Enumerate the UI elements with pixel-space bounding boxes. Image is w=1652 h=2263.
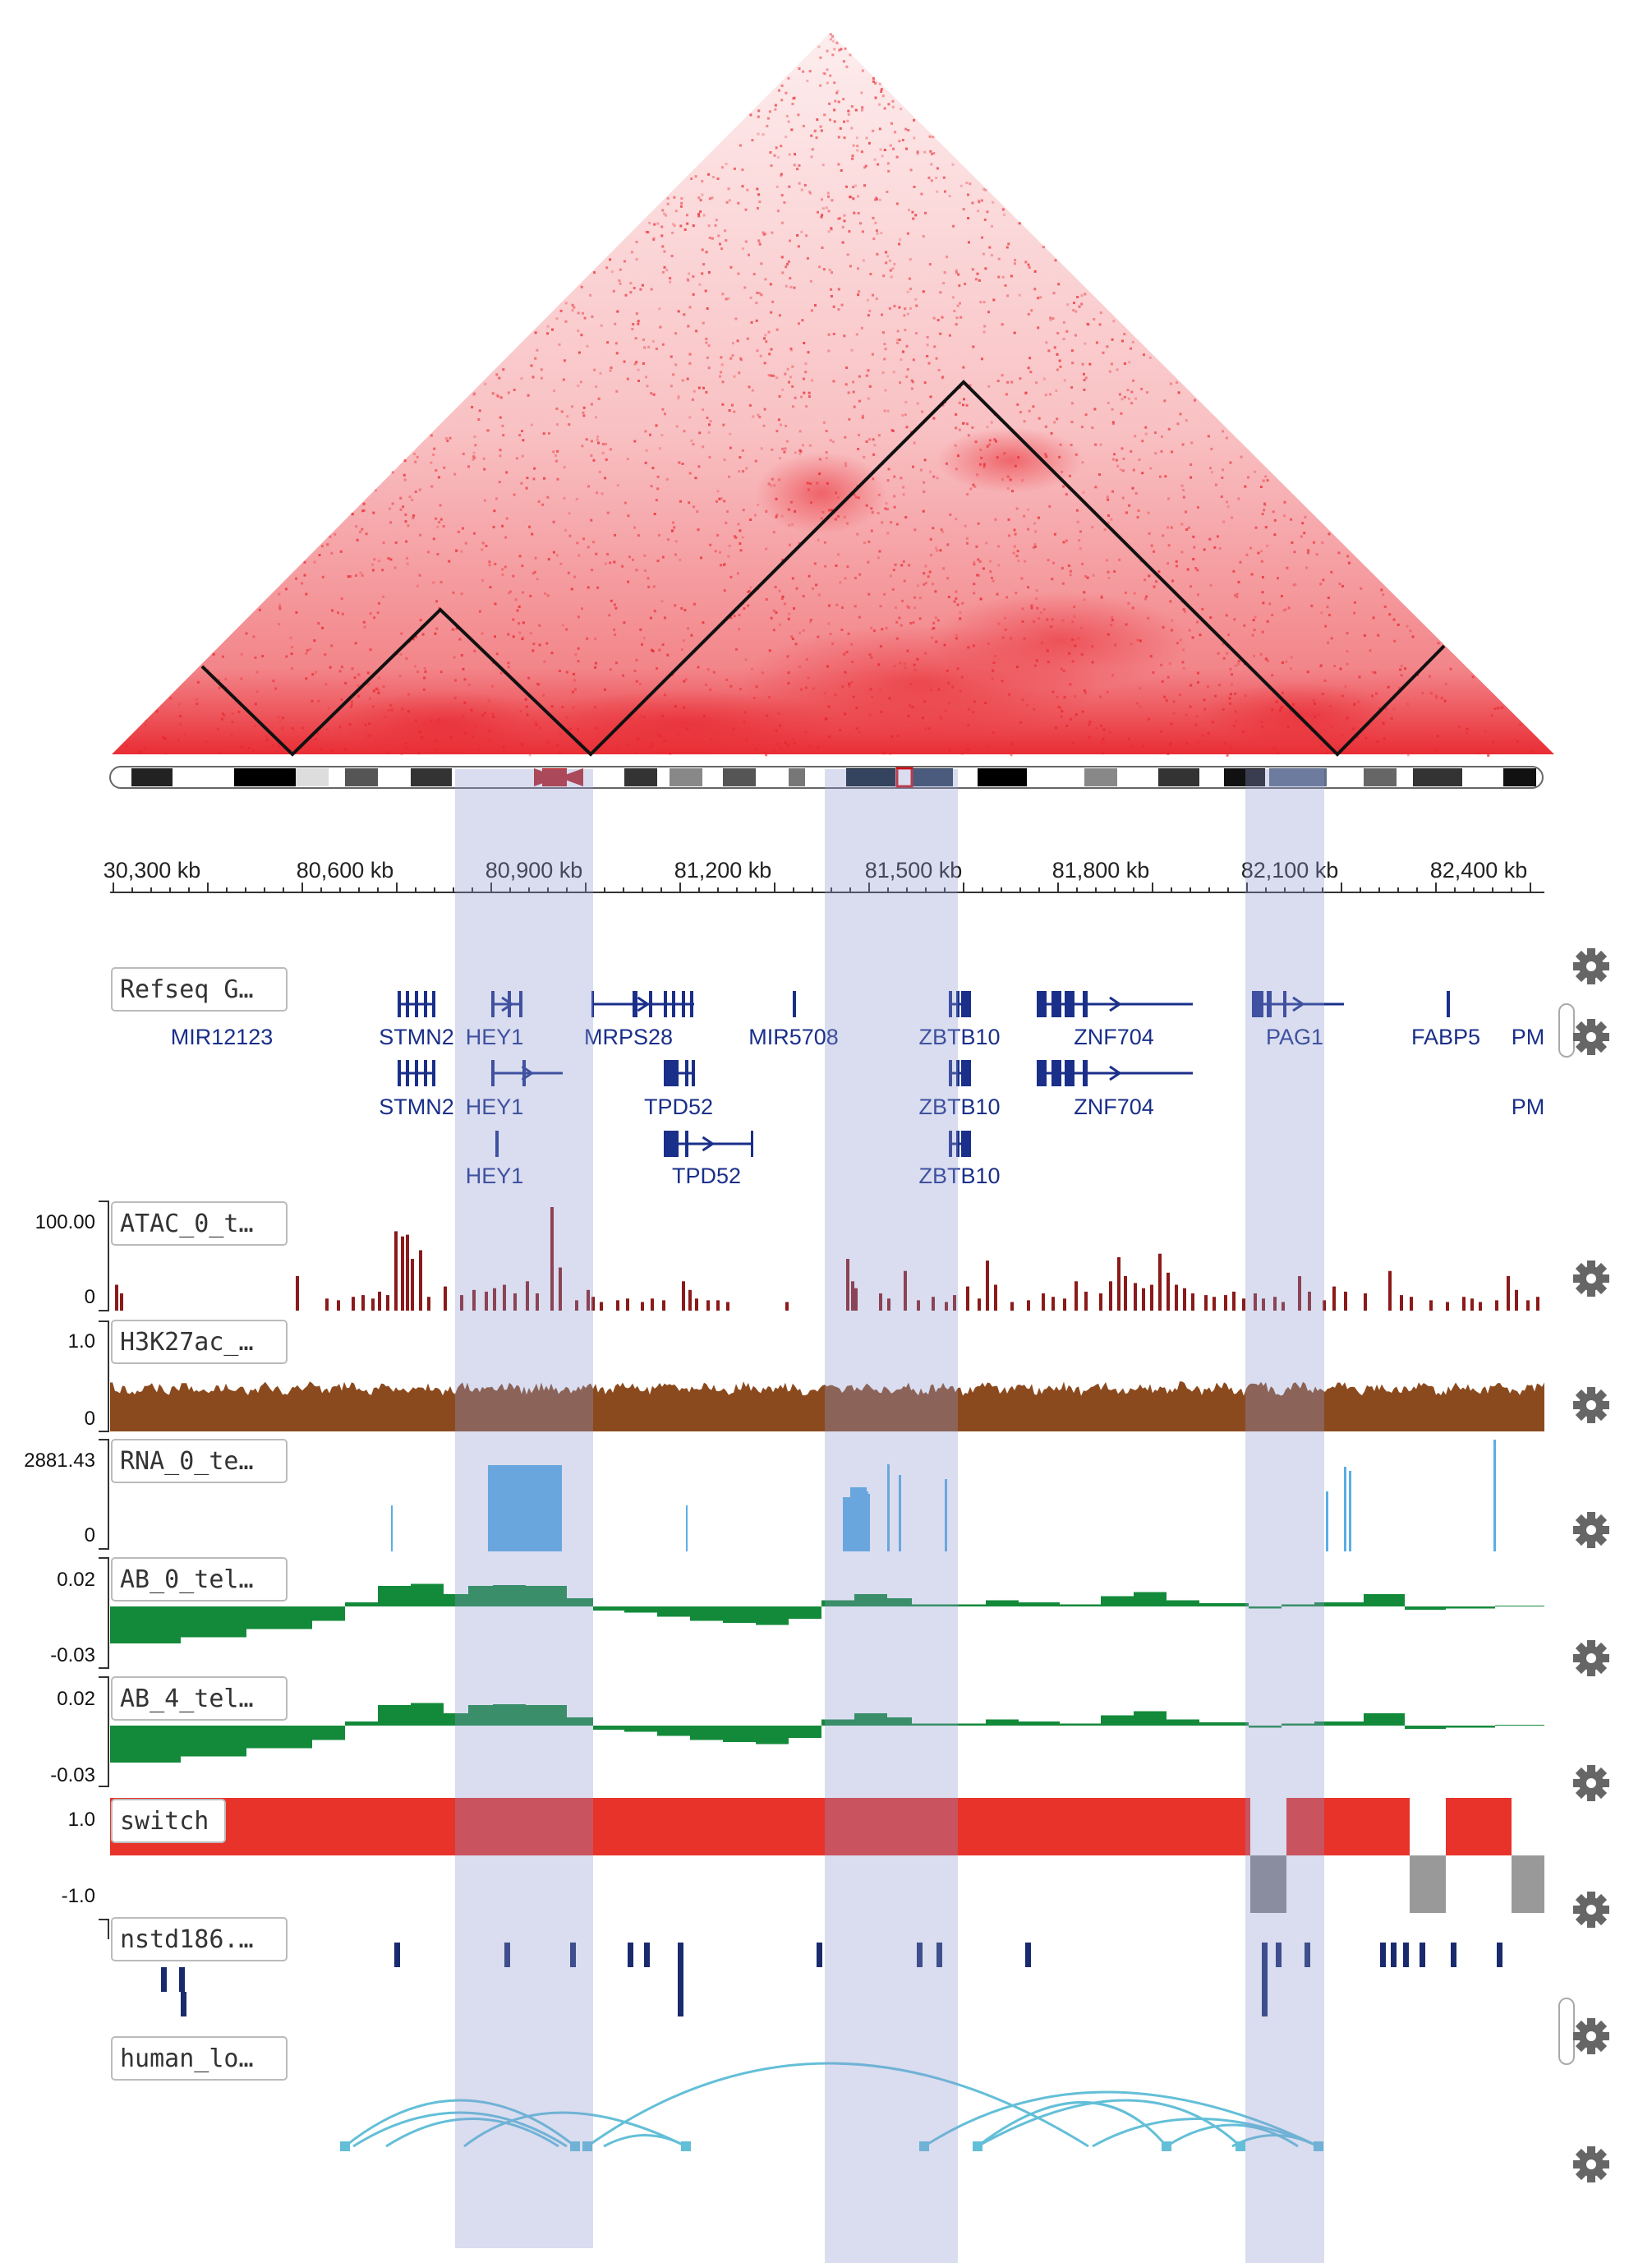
gene-label: PM	[1512, 1095, 1545, 1119]
track-labels: Refseq G… ATAC_0_t… H3K27ac_… RNA_0_te… …	[111, 967, 288, 2081]
h3k27ac-track[interactable]	[110, 1381, 1544, 1431]
atac-label[interactable]: ATAC_0_t…	[111, 1201, 288, 1246]
atac-min: 0	[85, 1286, 95, 1308]
gear-icon[interactable]	[1573, 2146, 1609, 2182]
gene-label: MIR5708	[748, 1025, 839, 1049]
gene-label: STMN2	[379, 1095, 454, 1119]
highlight-regions[interactable]	[455, 769, 1324, 2263]
gear-icon[interactable]	[1573, 1765, 1609, 1801]
atac-max: 100.00	[35, 1211, 95, 1233]
tad-boundary-line	[200, 380, 1446, 757]
gear-icon[interactable]	[1573, 948, 1609, 984]
highlight-region[interactable]	[825, 769, 958, 2263]
track-resize-handle[interactable]	[1558, 1998, 1575, 2065]
svg-text:H3K27ac_…: H3K27ac_…	[120, 1328, 254, 1357]
axis-tick-label: 81,200 kb	[674, 858, 772, 883]
svg-text:RNA_0_te…: RNA_0_te…	[120, 1447, 254, 1476]
ab4-label[interactable]: AB_4_tel…	[111, 1676, 288, 1721]
switch-track[interactable]	[110, 1798, 1544, 1913]
svg-text:AB_0_tel…: AB_0_tel…	[120, 1565, 254, 1594]
switch-min: -1.0	[62, 1885, 95, 1907]
gene-label: TPD52	[644, 1095, 713, 1119]
axis-tick-label: 81,800 kb	[1052, 858, 1150, 883]
loops-label[interactable]: human_lo…	[111, 2036, 288, 2081]
gene-label: FABP5	[1411, 1025, 1480, 1049]
gene-label: ZNF704	[1074, 1095, 1154, 1119]
atac-track[interactable]	[115, 1207, 1539, 1311]
ab0-max: 0.02	[57, 1569, 95, 1591]
axis-tick-label: 80,600 kb	[297, 858, 394, 883]
gear-icon[interactable]	[1573, 1512, 1609, 1548]
rna-min: 0	[85, 1524, 95, 1546]
loops-track[interactable]	[340, 2062, 1323, 2151]
ab0-label[interactable]: AB_0_tel…	[111, 1557, 288, 1602]
chromosome-ideogram[interactable]	[109, 766, 1544, 789]
gear-icon[interactable]	[1573, 1892, 1609, 1928]
gene-label: HEY1	[466, 1164, 524, 1188]
gene-label: ZNF704	[1074, 1025, 1154, 1049]
gene-label: MIR12123	[171, 1025, 274, 1049]
h3k27ac-label[interactable]: H3K27ac_…	[111, 1320, 288, 1364]
svg-text:ATAC_0_t…: ATAC_0_t…	[120, 1210, 254, 1238]
svg-text:human_lo…: human_lo…	[120, 2044, 254, 2073]
gene-label: ZBTB10	[918, 1025, 1000, 1049]
h3k27ac-min: 0	[85, 1408, 95, 1430]
value-ranges: 100.00 0 1.0 0 2881.43 0 0.02 -0.03 0.02…	[24, 1201, 109, 1939]
nstd-label[interactable]: nstd186.…	[111, 1917, 288, 1961]
ab4-track[interactable]	[110, 1703, 1544, 1763]
gear-icon[interactable]	[1573, 1640, 1609, 1676]
rna-label[interactable]: RNA_0_te…	[111, 1439, 288, 1483]
axis-tick-label: 30,300 kb	[104, 858, 201, 883]
refseq-label[interactable]: Refseq G…	[111, 967, 288, 1012]
highlight-region[interactable]	[1245, 769, 1324, 2263]
svg-text:switch: switch	[120, 1807, 209, 1836]
genome-axis: 30,300 kb 80,600 kb 80,900 kb 81,200 kb …	[104, 858, 1544, 893]
axis-tick-label: 82,400 kb	[1430, 858, 1528, 883]
hic-heatmap[interactable]	[112, 33, 1554, 757]
gear-icon[interactable]	[1573, 1387, 1609, 1423]
ab4-max: 0.02	[57, 1688, 95, 1710]
gene-label: ZBTB10	[918, 1095, 1000, 1119]
svg-text:Refseq G…: Refseq G…	[120, 975, 254, 1004]
h3k27ac-max: 1.0	[68, 1330, 95, 1353]
ab0-track[interactable]	[110, 1583, 1544, 1644]
ab0-min: -0.03	[50, 1644, 95, 1666]
switch-max: 1.0	[68, 1809, 95, 1831]
gear-icon[interactable]	[1573, 1261, 1609, 1297]
gene-label: STMN2	[379, 1025, 454, 1049]
axis-tick-label: 82,100 kb	[1241, 858, 1339, 883]
ab4-min: -0.03	[50, 1764, 95, 1786]
nstd-track[interactable]	[161, 1943, 1502, 2016]
svg-text:nstd186.…: nstd186.…	[120, 1925, 254, 1954]
rna-max: 2881.43	[24, 1450, 95, 1472]
axis-tick-label: 80,900 kb	[485, 858, 583, 883]
gear-icon[interactable]	[1573, 2018, 1609, 2054]
gene-label: PAG1	[1266, 1025, 1323, 1049]
gene-label: MRPS28	[584, 1025, 673, 1049]
gene-label: TPD52	[672, 1164, 741, 1188]
gear-icon[interactable]	[1573, 1019, 1609, 1055]
switch-label[interactable]: switch	[111, 1799, 226, 1843]
track-resize-handle[interactable]	[1558, 1003, 1575, 1058]
rna-track[interactable]	[391, 1440, 1496, 1551]
gene-label: ZBTB10	[918, 1164, 1000, 1188]
axis-tick-label: 81,500 kb	[865, 858, 963, 883]
highlight-region[interactable]	[455, 769, 593, 2248]
svg-text:AB_4_tel…: AB_4_tel…	[120, 1685, 254, 1713]
refseq-track[interactable]: MIR12123 STMN2 HEY1 MRPS28 MIR5708 ZBTB1…	[171, 991, 1545, 1188]
gene-label: HEY1	[466, 1095, 524, 1119]
gene-label: HEY1	[466, 1025, 524, 1049]
gene-label: PM	[1512, 1025, 1545, 1049]
